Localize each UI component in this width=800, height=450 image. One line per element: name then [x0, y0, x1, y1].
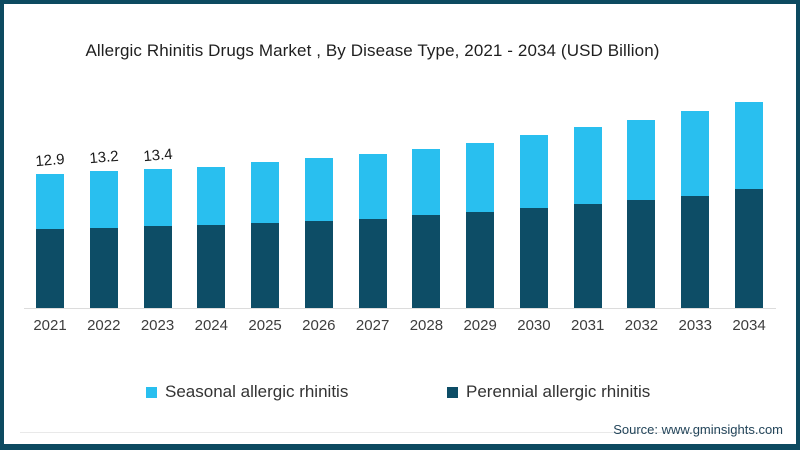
bar-2027 [358, 154, 387, 308]
perennial-segment [519, 208, 548, 308]
perennial-segment [735, 189, 763, 308]
perennial-segment [681, 195, 710, 308]
seasonal-segment [627, 119, 656, 200]
legend-item-seasonal: Seasonal allergic rhinitis [146, 382, 348, 402]
x-axis-label: 2026 [302, 317, 336, 334]
plot-area: 2021 12.9 2022 13.2 2023 13.4 2024 2025 2026 2027… [4, 4, 796, 444]
seasonal-segment [735, 102, 763, 190]
perennial-segment [466, 212, 495, 308]
bar-2023 [143, 168, 172, 308]
seasonal-segment [143, 168, 172, 226]
seasonal-segment [358, 154, 387, 219]
perennial-segment [143, 225, 172, 308]
perennial-segment [89, 227, 118, 308]
x-axis-label: 2022 [87, 317, 121, 334]
bar-2033 [681, 111, 710, 308]
bar-2029 [466, 142, 495, 308]
bar-2028 [412, 148, 441, 308]
bar-2034 [735, 102, 763, 308]
x-axis-label: 2030 [517, 317, 551, 334]
x-axis-label: 2029 [463, 317, 497, 334]
x-axis-label: 2032 [624, 317, 659, 334]
seasonal-swatch-icon [146, 386, 157, 398]
bar-2024 [197, 166, 226, 308]
bar-2021 [36, 173, 64, 308]
perennial-segment [197, 224, 226, 308]
seasonal-segment [304, 158, 333, 221]
x-axis-label: 2028 [409, 317, 444, 334]
perennial-segment [412, 215, 441, 308]
bar-2026 [304, 158, 333, 308]
perennial-segment [573, 203, 602, 308]
legend-label-perennial: Perennial allergic rhinitis [466, 382, 651, 401]
x-axis-label: 2027 [355, 317, 390, 334]
seasonal-segment [89, 170, 118, 228]
seasonal-segment [573, 127, 602, 204]
source-attribution: Source: www.gminsights.com [613, 422, 783, 437]
bar-2031 [573, 127, 602, 308]
x-axis-label: 2034 [732, 317, 766, 334]
x-axis-line [24, 308, 776, 309]
data-label: 13.2 [88, 147, 120, 167]
legend-item-perennial: Perennial allergic rhinitis [447, 382, 650, 402]
x-axis-label: 2031 [571, 317, 605, 334]
x-axis-label: 2023 [140, 317, 175, 334]
seasonal-segment [412, 148, 441, 216]
seasonal-segment [251, 162, 280, 223]
seasonal-segment [36, 173, 64, 229]
seasonal-segment [681, 111, 710, 196]
bar-2032 [627, 119, 656, 308]
x-axis-label: 2033 [678, 317, 712, 334]
perennial-swatch-icon [447, 386, 458, 398]
x-axis-label: 2025 [248, 317, 282, 334]
bar-2022 [89, 170, 118, 308]
seasonal-segment [466, 142, 495, 213]
perennial-segment [304, 220, 333, 308]
seasonal-segment [197, 166, 226, 225]
legend-label-seasonal: Seasonal allergic rhinitis [165, 382, 349, 401]
footer-divider [20, 432, 782, 433]
seasonal-segment [519, 135, 548, 209]
x-axis-label: 2024 [194, 317, 228, 334]
perennial-segment [627, 199, 656, 308]
perennial-segment [358, 218, 387, 308]
perennial-segment [36, 228, 64, 308]
perennial-segment [251, 222, 280, 308]
data-label: 12.9 [34, 150, 66, 171]
chart-title: Allergic Rhinitis Drugs Market , By Dise… [85, 41, 660, 60]
data-label: 13.4 [142, 145, 173, 165]
x-axis-label: 2021 [33, 317, 67, 334]
bar-2030 [519, 135, 548, 308]
bar-2025 [251, 162, 280, 308]
